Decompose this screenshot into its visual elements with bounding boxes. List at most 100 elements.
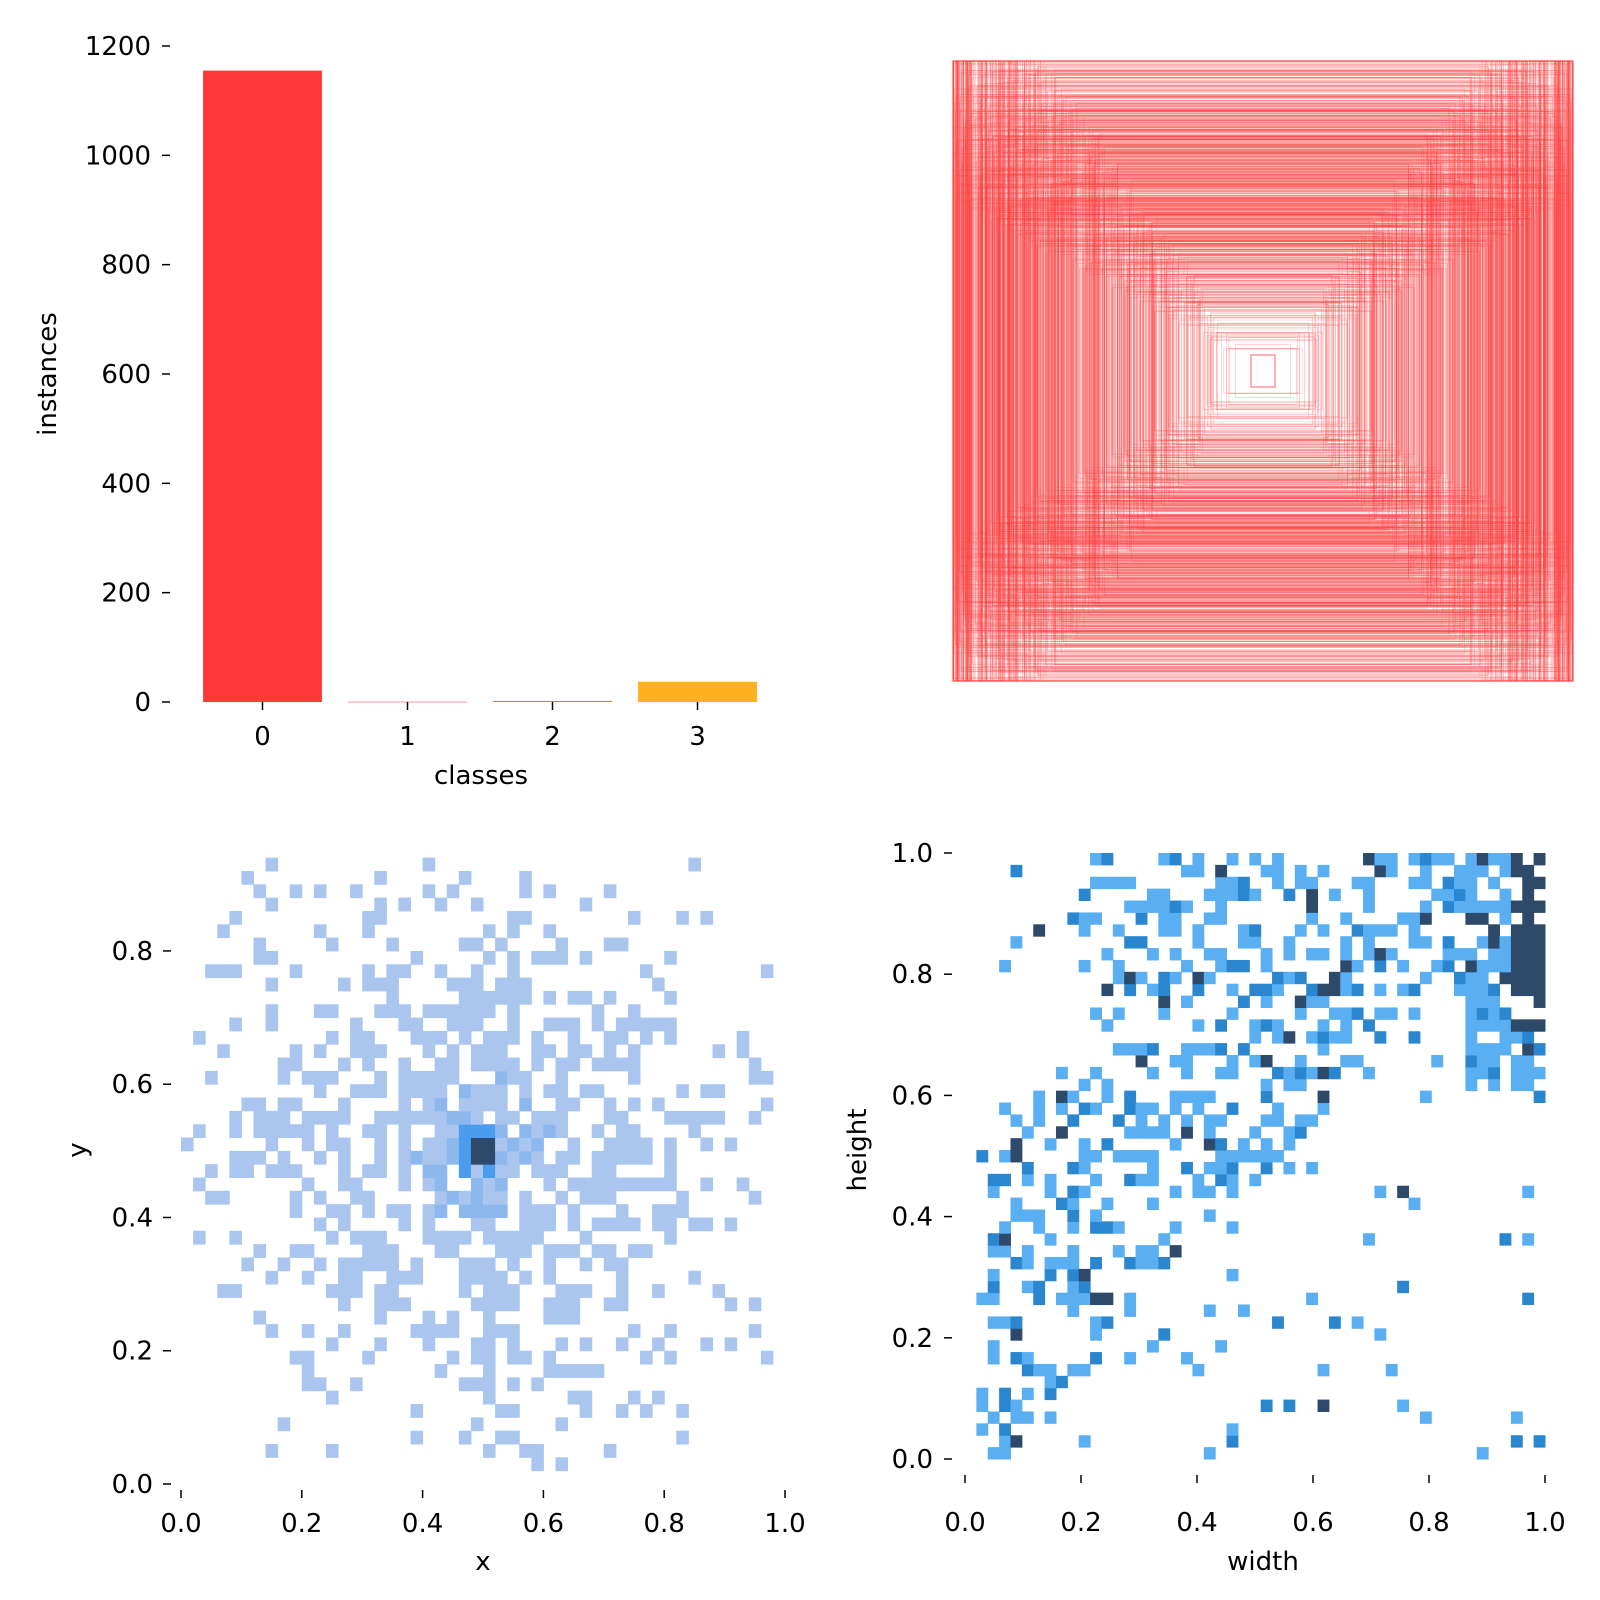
heatmap-cell xyxy=(1079,1186,1091,1198)
heatmap-cell xyxy=(507,1431,520,1445)
heatmap-cell xyxy=(326,938,339,952)
heatmap-cell xyxy=(278,1164,291,1178)
heatmap-cell xyxy=(604,1164,617,1178)
heatmap-cell xyxy=(253,1311,266,1325)
heatmap-cell xyxy=(1215,948,1227,960)
heatmap-cell xyxy=(592,1364,605,1378)
heatmap-cell xyxy=(1010,936,1022,948)
heatmap-cell xyxy=(1010,1209,1022,1221)
heatmap-cell xyxy=(1340,948,1352,960)
heatmap-cell xyxy=(1295,972,1307,984)
heatmap-cell xyxy=(326,1071,339,1085)
heatmap-cell xyxy=(1227,889,1239,901)
heatmap-cell xyxy=(1033,924,1045,936)
heatmap-cell xyxy=(999,1388,1011,1400)
heatmap-cell xyxy=(555,1244,568,1258)
heatmap-cell xyxy=(1397,1186,1409,1198)
heatmap-cell xyxy=(688,1111,701,1125)
heatmap-cell xyxy=(1374,1186,1386,1198)
heatmap-cell xyxy=(1147,1043,1159,1055)
heatmap-cell xyxy=(592,1151,605,1165)
heatmap-cell xyxy=(1306,948,1318,960)
heatmap-cell xyxy=(1386,853,1398,865)
x-tick-label: 1.0 xyxy=(764,1509,805,1539)
heatmap-cell xyxy=(483,1337,496,1351)
heatmap-cell xyxy=(1090,912,1102,924)
y-tick-label: 200 xyxy=(101,579,151,609)
heatmap-cell xyxy=(181,1138,194,1152)
heatmap-cell xyxy=(362,1164,375,1178)
heatmap-cell xyxy=(604,1098,617,1112)
heatmap-cell xyxy=(1022,1281,1034,1293)
heatmap-cell xyxy=(1113,1114,1125,1126)
heatmap-cell xyxy=(1215,889,1227,901)
heatmap-cell xyxy=(205,1191,218,1205)
heatmap-cell xyxy=(1124,1150,1136,1162)
heatmap-cell xyxy=(1079,1103,1091,1115)
heatmap-cell xyxy=(664,1031,677,1045)
heatmap-cell xyxy=(1352,877,1364,889)
heatmap-cell xyxy=(988,1281,1000,1293)
heatmap-cell xyxy=(1488,1043,1500,1055)
heatmap-cell xyxy=(555,1311,568,1325)
heatmap-cell xyxy=(1158,1257,1170,1269)
heatmap-cell xyxy=(1352,1055,1364,1067)
heatmap-cell xyxy=(519,1098,532,1112)
heatmap-cell xyxy=(519,884,532,898)
heatmap-cell xyxy=(290,1044,303,1058)
heatmap-cell xyxy=(1147,1174,1159,1186)
heatmap-cell xyxy=(1238,889,1250,901)
heatmap-cell xyxy=(1420,901,1432,913)
y-tick-label: 0.0 xyxy=(892,1445,933,1475)
heatmap-cell xyxy=(411,1031,424,1045)
heatmap-cell xyxy=(1067,1305,1079,1317)
heatmap-cell xyxy=(471,1044,484,1058)
heatmap-cell xyxy=(471,964,484,978)
heatmap-cell xyxy=(483,924,496,938)
heatmap-cell xyxy=(1227,960,1239,972)
heatmap-cell xyxy=(1215,877,1227,889)
heatmap-cell xyxy=(531,1217,544,1231)
heatmap-cell xyxy=(1522,1293,1534,1305)
heatmap-cell xyxy=(568,1391,581,1405)
heatmap-cell xyxy=(362,1191,375,1205)
heatmap-cell xyxy=(423,1164,436,1178)
heatmap-cell xyxy=(580,1044,593,1058)
heatmap-cell xyxy=(1238,1150,1250,1162)
heatmap-cell xyxy=(1056,1103,1068,1115)
heatmap-cell xyxy=(676,1084,689,1098)
heatmap-cell xyxy=(229,964,242,978)
heatmap-cell xyxy=(1181,865,1193,877)
box-overlay-panel xyxy=(953,60,1574,682)
heatmap-cell xyxy=(362,978,375,992)
heatmap-cell xyxy=(568,1138,581,1152)
heatmap-cell xyxy=(507,1151,520,1165)
heatmap-cell xyxy=(423,1044,436,1058)
heatmap-cell xyxy=(507,1377,520,1391)
heatmap-cell xyxy=(700,1177,713,1191)
heatmap-cell xyxy=(1079,1150,1091,1162)
heatmap-cell xyxy=(1374,924,1386,936)
heatmap-cell xyxy=(1079,1162,1091,1174)
heatmap-cell xyxy=(253,1098,266,1112)
heatmap-cell xyxy=(1511,960,1523,972)
y-tick-label: 1200 xyxy=(85,32,151,62)
heatmap-cell xyxy=(568,1364,581,1378)
heatmap-cell xyxy=(495,1177,508,1191)
heatmap-cell xyxy=(1033,1091,1045,1103)
heatmap-cell xyxy=(1488,984,1500,996)
heatmap-cell xyxy=(1124,972,1136,984)
heatmap-cell xyxy=(1511,936,1523,948)
heatmap-cell xyxy=(1238,1043,1250,1055)
heatmap-cell xyxy=(999,1435,1011,1447)
y-tick-label: 800 xyxy=(101,251,151,281)
heatmap-cell xyxy=(1374,1328,1386,1340)
heatmap-cell xyxy=(580,1364,593,1378)
heatmap-cell xyxy=(531,1151,544,1165)
bar-class-3 xyxy=(638,682,757,702)
heatmap-cell xyxy=(398,898,411,912)
heatmap-cell xyxy=(1340,912,1352,924)
heatmap-cell xyxy=(350,884,363,898)
heatmap-cell xyxy=(1534,1067,1546,1079)
heatmap-cell xyxy=(1443,948,1455,960)
